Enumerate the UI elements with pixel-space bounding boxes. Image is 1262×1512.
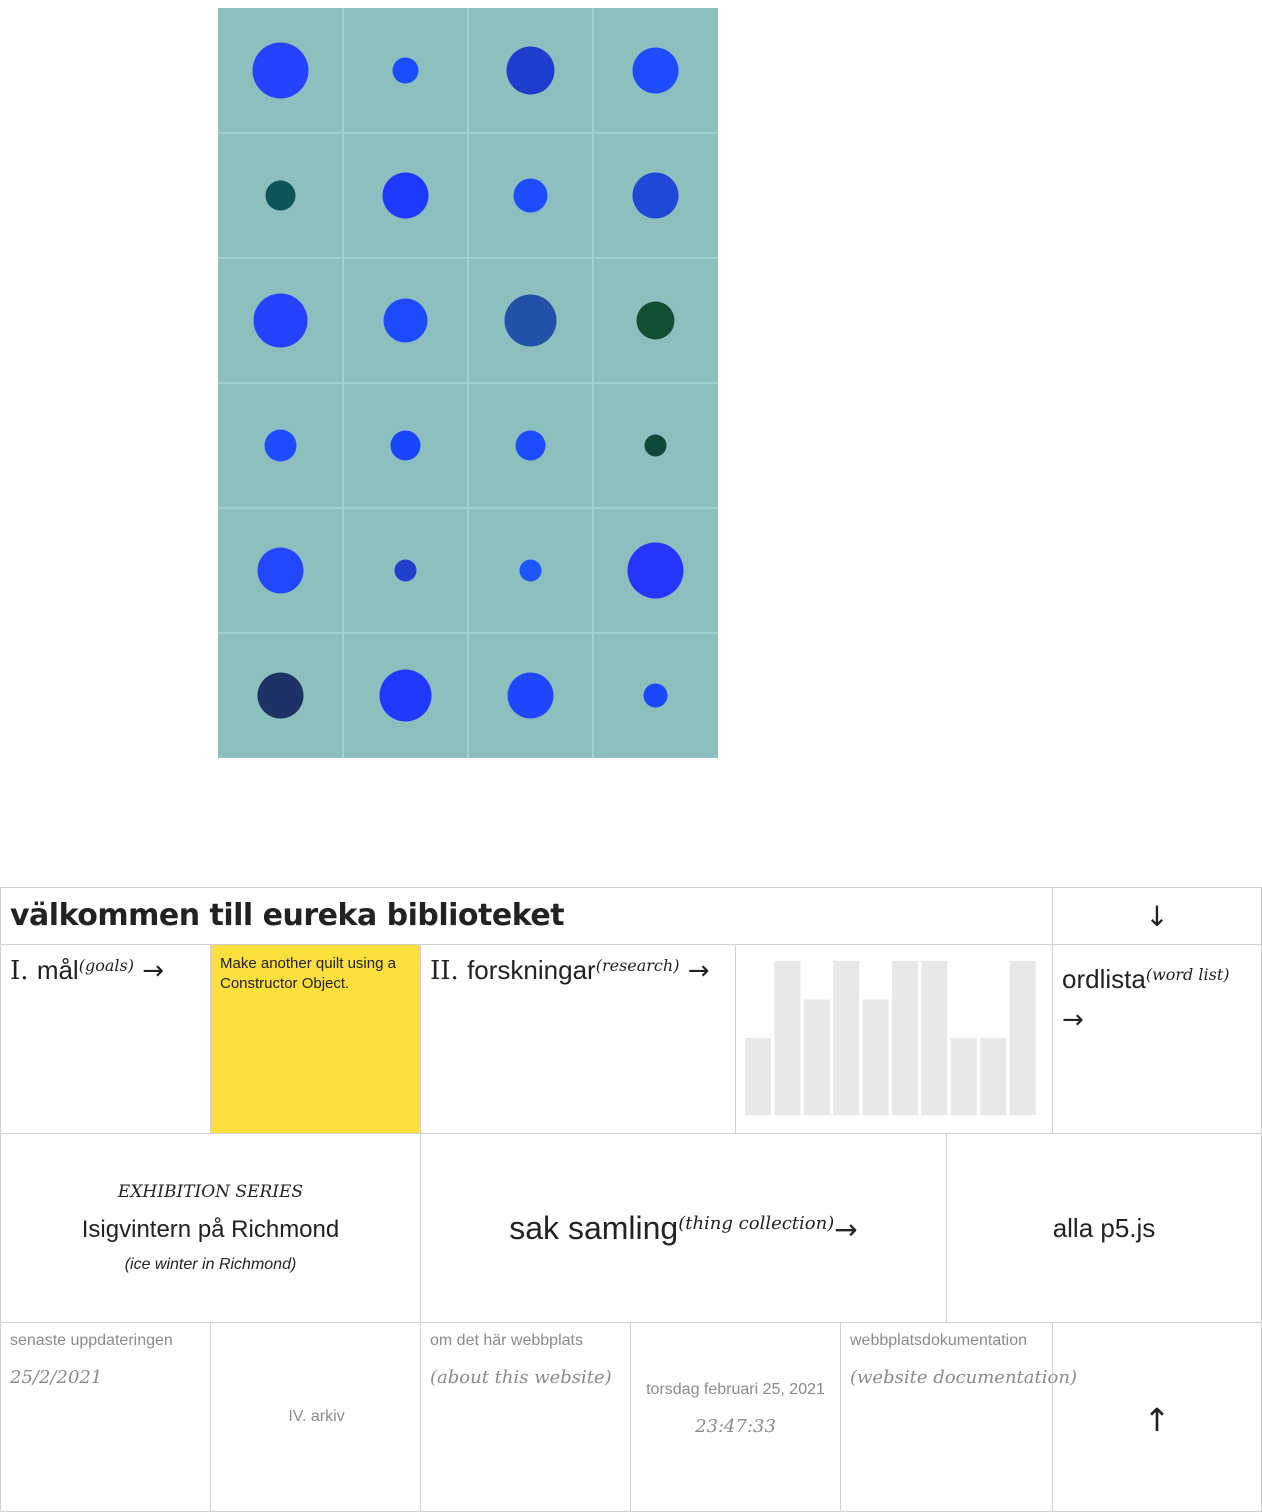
quilt-dot — [515, 430, 546, 461]
goals-numeral: I. — [10, 956, 29, 986]
bar — [862, 999, 889, 1115]
archive-label: IV. arkiv — [288, 1408, 345, 1425]
wordlist-link[interactable]: ordlista(word list) → — [1052, 944, 1262, 1134]
exhibition-title: Isigvintern på Richmond — [81, 1216, 340, 1243]
quilt-dot — [643, 683, 668, 708]
arrow-right-icon: → — [1062, 1005, 1084, 1035]
wordlist-label: ordlista — [1062, 964, 1146, 994]
exhibition-kicker: EXHIBITION SERIES — [117, 1182, 304, 1202]
datetime-cell: torsdag februari 25, 2021 23:47:33 — [630, 1322, 841, 1512]
quilt-dot — [513, 178, 548, 213]
quilt-dot — [392, 57, 419, 84]
bar — [980, 1038, 1007, 1115]
quilt-dot — [257, 672, 304, 719]
p5-label: alla p5.js — [1052, 1212, 1156, 1243]
sticky-note: Make another quilt using a Constructor O… — [210, 944, 421, 1134]
bar — [1009, 961, 1036, 1115]
quilt-dot — [382, 172, 429, 219]
arrow-up-icon: ↑ — [1143, 1401, 1171, 1439]
bar — [892, 961, 918, 1115]
quilt-svg — [218, 8, 718, 758]
quilt-dot — [257, 547, 304, 594]
collection-label: sak samling — [509, 1210, 679, 1246]
research-subtitle: (research) — [595, 956, 680, 975]
bar — [745, 1038, 771, 1115]
quilt-dot — [394, 559, 417, 582]
goals-subtitle: (goals) — [78, 956, 134, 975]
quilt-dot — [252, 42, 309, 99]
arrow-down-icon: ↓ — [1145, 899, 1169, 933]
arrow-right-icon: → — [142, 956, 165, 986]
quilt-dot — [264, 429, 297, 462]
wordlist-subtitle: (word list) — [1145, 965, 1230, 984]
bar — [803, 999, 830, 1115]
bar — [774, 961, 801, 1115]
goals-link[interactable]: I. mål(goals) → — [0, 944, 211, 1134]
exhibition-link[interactable]: EXHIBITION SERIES Isigvintern på Richmon… — [0, 1133, 421, 1323]
updates-label: senaste uppdateringen — [10, 1332, 173, 1349]
site-title: välkommen till eureka biblioteket — [10, 898, 565, 933]
scroll-down-button[interactable]: ↓ — [1052, 887, 1262, 945]
quilt-dot — [265, 180, 296, 211]
note-text: Make another quilt using a Constructor O… — [220, 955, 396, 992]
docs-subtitle: (website documentation) — [850, 1367, 1077, 1388]
updates-link[interactable]: senaste uppdateringen 25/2/2021 — [0, 1322, 211, 1512]
quilt-dot — [636, 301, 675, 340]
goals-label: mål — [36, 955, 79, 985]
archive-link[interactable]: IV. arkiv — [210, 1322, 421, 1512]
quilt-dot — [632, 172, 679, 219]
bar — [950, 1038, 977, 1115]
nav-grid: välkommen till eureka biblioteket ↓ I. m… — [0, 887, 1262, 1512]
exhibition-subtitle: (ice winter in Richmond) — [124, 1256, 297, 1273]
date-text: torsdag februari 25, 2021 — [646, 1381, 825, 1398]
docs-link[interactable]: webbplatsdokumentation (website document… — [840, 1322, 1077, 1512]
quilt-dot — [627, 542, 684, 599]
quilt-dot — [519, 559, 542, 582]
quilt-canvas — [218, 8, 718, 758]
collection-subtitle: (thing collection) — [678, 1213, 835, 1234]
arrow-right-icon: → — [834, 1213, 858, 1246]
bar-graphic — [735, 944, 1053, 1134]
research-label: forskningar — [467, 955, 596, 985]
updates-date: 25/2/2021 — [10, 1367, 103, 1388]
quilt-dot — [504, 294, 557, 347]
p5-link[interactable]: alla p5.js — [946, 1133, 1262, 1323]
bar — [921, 961, 948, 1115]
research-link[interactable]: II. forskningar(research) → — [420, 944, 736, 1134]
scroll-top-button[interactable]: ↑ — [1052, 1322, 1262, 1512]
quilt-dot — [507, 672, 554, 719]
quilt-dot — [644, 434, 667, 457]
quilt-dot — [506, 46, 555, 95]
quilt-dot — [632, 47, 679, 94]
quilt-dot — [379, 669, 432, 722]
bar-graphic-svg — [745, 961, 1036, 1115]
quilt-dot — [390, 430, 421, 461]
research-numeral: II. — [430, 956, 459, 986]
about-label: om det här webbplats — [430, 1332, 583, 1349]
time-text: 23:47:33 — [695, 1416, 776, 1437]
header-cell: välkommen till eureka biblioteket — [0, 887, 1053, 945]
bar — [833, 961, 860, 1115]
arrow-right-icon: → — [687, 956, 710, 986]
docs-label: webbplatsdokumentation — [850, 1332, 1028, 1349]
quilt-dot — [253, 293, 308, 348]
quilt-dot — [383, 298, 428, 343]
collection-link[interactable]: sak samling(thing collection)→ — [420, 1133, 947, 1323]
about-subtitle: (about this website) — [430, 1367, 612, 1388]
about-link[interactable]: om det här webbplats (about this website… — [420, 1322, 631, 1512]
